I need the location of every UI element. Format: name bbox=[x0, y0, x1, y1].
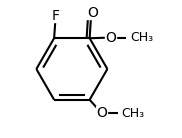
Polygon shape bbox=[105, 32, 116, 43]
Text: CH₃: CH₃ bbox=[131, 31, 154, 44]
Polygon shape bbox=[86, 8, 99, 19]
Polygon shape bbox=[96, 108, 107, 119]
Polygon shape bbox=[49, 11, 62, 22]
Text: O: O bbox=[96, 106, 107, 120]
Text: O: O bbox=[105, 30, 116, 45]
Text: CH₃: CH₃ bbox=[122, 107, 145, 120]
Text: F: F bbox=[52, 9, 60, 23]
Text: O: O bbox=[87, 6, 98, 20]
